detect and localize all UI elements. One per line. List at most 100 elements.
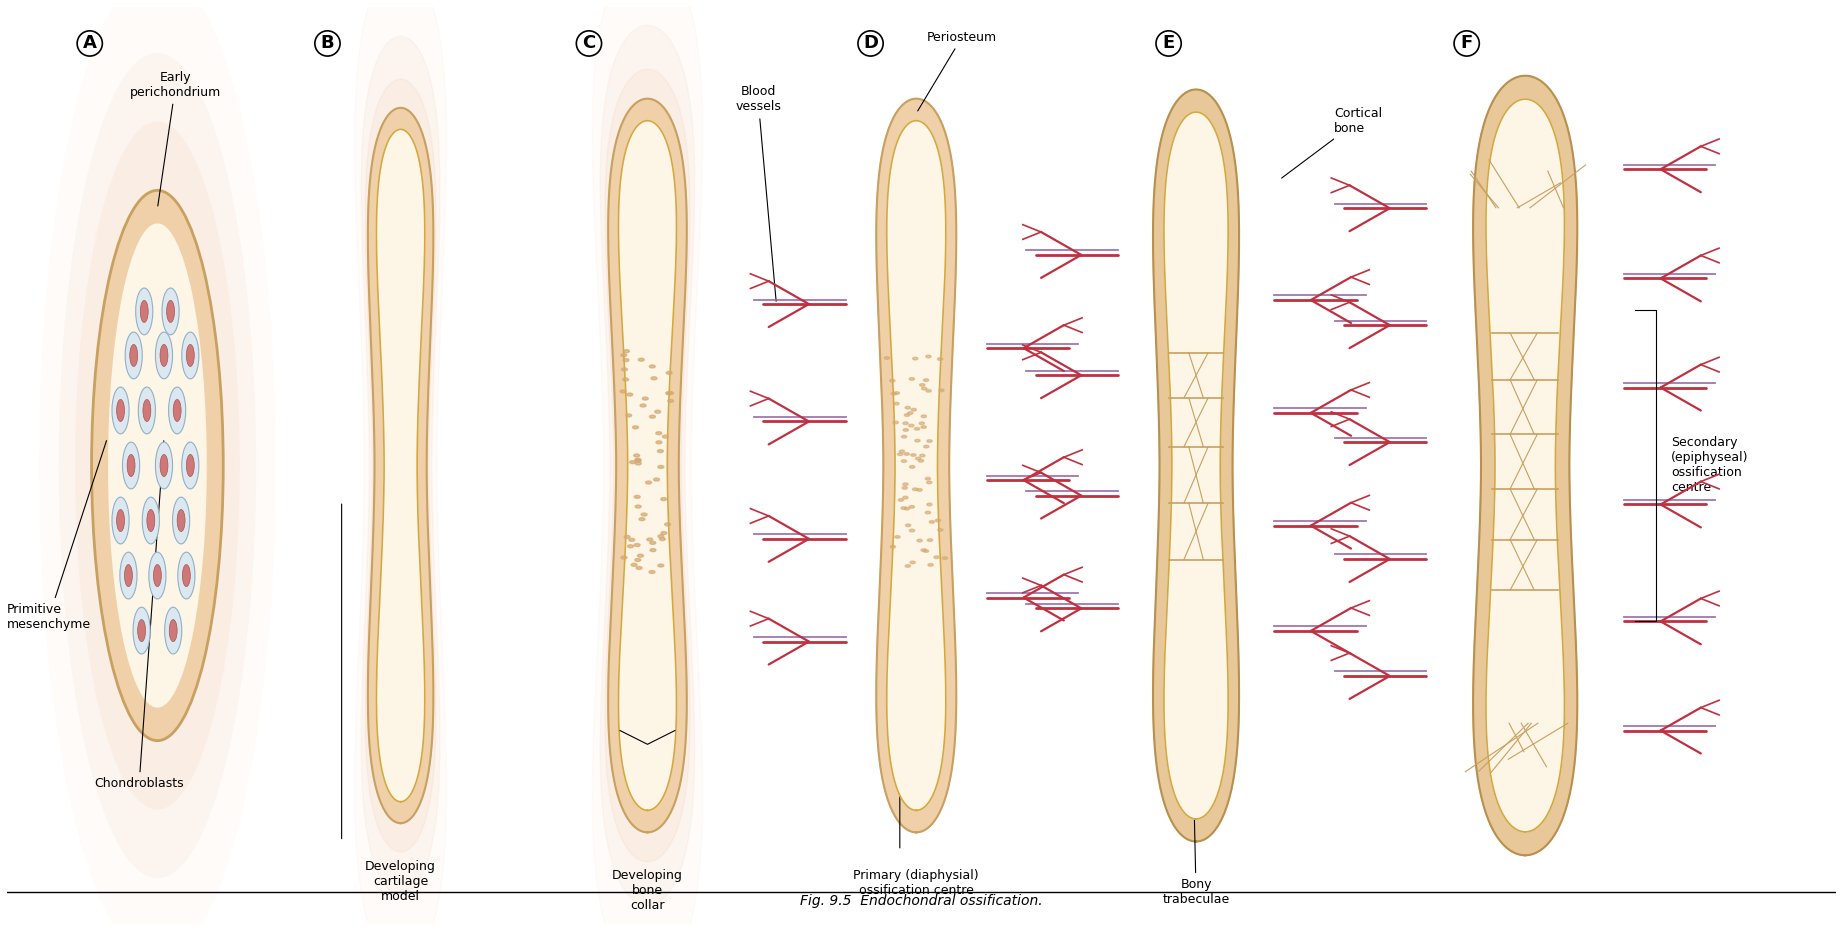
Circle shape	[645, 481, 652, 484]
Circle shape	[918, 459, 923, 462]
Circle shape	[910, 409, 916, 411]
Ellipse shape	[160, 344, 168, 367]
Circle shape	[903, 422, 909, 425]
Circle shape	[903, 496, 909, 499]
Circle shape	[929, 520, 934, 523]
Text: D: D	[863, 34, 877, 52]
Polygon shape	[354, 0, 446, 931]
Circle shape	[922, 548, 927, 551]
Circle shape	[912, 358, 918, 360]
Polygon shape	[365, 79, 437, 852]
Ellipse shape	[116, 399, 125, 422]
Ellipse shape	[138, 619, 146, 641]
Circle shape	[903, 428, 909, 431]
Ellipse shape	[153, 564, 162, 587]
Ellipse shape	[149, 552, 166, 599]
Circle shape	[925, 511, 931, 514]
Circle shape	[922, 425, 927, 428]
Circle shape	[899, 450, 905, 452]
Circle shape	[667, 392, 673, 395]
Circle shape	[623, 350, 630, 353]
Circle shape	[901, 436, 907, 438]
Circle shape	[934, 556, 940, 559]
Circle shape	[916, 489, 922, 492]
Ellipse shape	[164, 607, 182, 654]
Circle shape	[665, 523, 671, 526]
Ellipse shape	[155, 332, 173, 379]
Text: Early
perichondrium: Early perichondrium	[131, 71, 221, 206]
Text: Periosteum: Periosteum	[918, 31, 997, 111]
Circle shape	[914, 427, 920, 430]
Ellipse shape	[125, 564, 133, 587]
Circle shape	[638, 358, 645, 361]
Circle shape	[909, 529, 914, 532]
Circle shape	[910, 561, 916, 564]
Circle shape	[623, 358, 628, 361]
Circle shape	[649, 571, 654, 573]
Circle shape	[905, 507, 910, 510]
Ellipse shape	[39, 0, 276, 931]
Circle shape	[925, 478, 931, 480]
Circle shape	[910, 466, 914, 468]
Circle shape	[665, 392, 671, 395]
Circle shape	[923, 445, 929, 448]
Ellipse shape	[186, 344, 194, 367]
Circle shape	[658, 534, 663, 538]
Ellipse shape	[182, 564, 190, 587]
Ellipse shape	[168, 387, 186, 434]
Text: Chondroblasts: Chondroblasts	[94, 440, 184, 790]
Circle shape	[898, 499, 903, 501]
Circle shape	[636, 505, 641, 508]
Circle shape	[896, 535, 899, 538]
Circle shape	[656, 432, 662, 435]
Ellipse shape	[140, 301, 147, 322]
Ellipse shape	[155, 442, 173, 489]
Circle shape	[923, 379, 929, 382]
Polygon shape	[886, 121, 945, 810]
Text: C: C	[582, 34, 595, 52]
Circle shape	[898, 452, 903, 455]
Circle shape	[901, 460, 907, 463]
Circle shape	[651, 377, 656, 380]
Circle shape	[625, 535, 630, 538]
Polygon shape	[601, 25, 695, 906]
Ellipse shape	[182, 332, 199, 379]
Circle shape	[922, 415, 927, 418]
Circle shape	[636, 462, 641, 465]
Circle shape	[649, 365, 656, 368]
Circle shape	[914, 439, 920, 442]
Polygon shape	[605, 69, 689, 862]
Polygon shape	[369, 108, 433, 823]
Circle shape	[927, 539, 933, 542]
Polygon shape	[1165, 112, 1227, 819]
Circle shape	[665, 371, 673, 374]
Ellipse shape	[173, 399, 181, 422]
Circle shape	[628, 538, 634, 541]
Polygon shape	[376, 129, 426, 802]
Polygon shape	[361, 36, 440, 895]
Circle shape	[920, 384, 925, 386]
Ellipse shape	[144, 399, 151, 422]
Text: B: B	[321, 34, 334, 52]
Circle shape	[922, 387, 927, 390]
Circle shape	[905, 413, 910, 416]
Circle shape	[651, 548, 656, 552]
Ellipse shape	[182, 442, 199, 489]
Circle shape	[905, 407, 910, 409]
Circle shape	[660, 537, 665, 541]
Circle shape	[634, 454, 640, 457]
Circle shape	[662, 498, 667, 501]
Ellipse shape	[147, 509, 155, 532]
Ellipse shape	[76, 122, 240, 809]
Ellipse shape	[138, 387, 155, 434]
Circle shape	[667, 399, 673, 402]
Polygon shape	[608, 99, 687, 832]
Circle shape	[925, 355, 931, 358]
Circle shape	[909, 378, 914, 380]
Ellipse shape	[92, 190, 223, 741]
Polygon shape	[875, 99, 957, 832]
Circle shape	[923, 549, 929, 552]
Circle shape	[649, 415, 656, 418]
Circle shape	[925, 389, 931, 392]
Circle shape	[621, 556, 627, 559]
